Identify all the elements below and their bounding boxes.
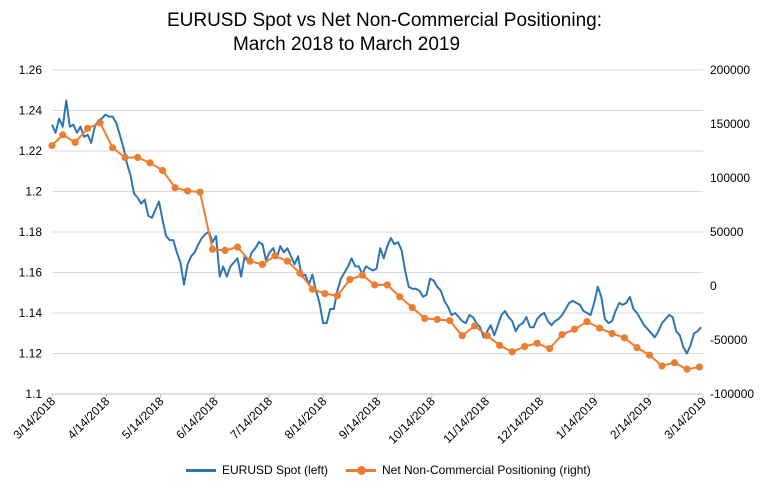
x-tick-label: 9/14/2018 xyxy=(336,394,384,442)
y-axis-left: 1.1 1.12 1.14 1.16 1.18 1.2 1.22 1.24 1.26 xyxy=(19,63,43,401)
positioning-point xyxy=(109,144,117,152)
positioning-point xyxy=(134,153,142,162)
positioning-point xyxy=(371,281,379,289)
y-left-tick-label: 1.2 xyxy=(25,185,42,199)
positioning-point xyxy=(408,304,416,312)
positioning-point xyxy=(496,341,504,349)
y-right-tick-label: -100000 xyxy=(710,387,754,401)
positioning-point xyxy=(558,331,566,339)
legend: EURUSD Spot (left) Net Non-Commercial Po… xyxy=(0,462,769,482)
positioning-point xyxy=(633,343,641,352)
positioning-point xyxy=(695,363,704,371)
legend-marker-positioning xyxy=(357,466,366,475)
positioning-point xyxy=(508,348,516,356)
positioning-point xyxy=(570,325,579,333)
positioning-point xyxy=(396,293,404,301)
positioning-point xyxy=(670,359,679,367)
y-left-tick-label: 1.18 xyxy=(19,225,43,239)
positioning-point xyxy=(96,119,104,127)
positioning-point xyxy=(208,245,217,253)
chart-title: EURUSD Spot vs Net Non-Commercial Positi… xyxy=(166,10,603,31)
x-tick-label: 3/14/2019 xyxy=(661,394,709,442)
y-right-tick-label: 0 xyxy=(710,279,717,293)
x-tick-label: 12/14/2018 xyxy=(494,394,547,447)
positioning-point xyxy=(533,339,541,347)
y-left-tick-label: 1.22 xyxy=(19,144,43,158)
y-left-tick-label: 1.16 xyxy=(19,266,43,280)
eurusd-spot-line xyxy=(51,99,702,355)
y-right-tick-label: 200000 xyxy=(710,63,750,77)
positioning-point xyxy=(620,334,629,342)
y-right-tick-label: 50000 xyxy=(710,225,744,239)
positioning-point xyxy=(271,252,279,260)
positioning-point xyxy=(471,322,479,330)
positioning-point xyxy=(483,332,491,340)
positioning-point xyxy=(121,153,129,162)
x-tick-label: 7/14/2018 xyxy=(227,394,275,442)
chart-subtitle: March 2018 to March 2019 xyxy=(232,34,461,55)
positioning-point xyxy=(59,131,67,139)
positioning-point xyxy=(296,269,304,277)
positioning-point xyxy=(321,289,329,298)
y-left-tick-label: 1.12 xyxy=(19,347,43,361)
x-tick-label: 2/14/2019 xyxy=(607,394,655,442)
x-axis: 3/14/2018 4/14/2018 5/14/2018 6/14/2018 7/14… xyxy=(10,393,709,447)
positioning-point xyxy=(233,243,242,251)
y-right-tick-label: 150000 xyxy=(710,117,750,131)
positioning-point xyxy=(221,246,229,254)
y-right-tick-label: 100000 xyxy=(710,171,750,185)
x-tick-label: 1/14/2019 xyxy=(553,394,601,442)
positioning-point xyxy=(171,184,179,192)
positioning-point xyxy=(71,138,79,146)
positioning-point xyxy=(658,362,666,370)
positioning-point xyxy=(48,142,56,150)
positioning-point xyxy=(446,316,454,325)
positioning-point xyxy=(608,329,616,338)
positioning-point xyxy=(433,315,441,324)
y-left-tick-label: 1.24 xyxy=(19,104,43,118)
x-tick-label: 11/14/2018 xyxy=(440,394,492,446)
positioning-point xyxy=(583,318,591,326)
positioning-point xyxy=(196,188,204,196)
positioning-point xyxy=(546,345,554,353)
positioning-point xyxy=(645,351,654,359)
positioning-point xyxy=(246,257,254,265)
x-tick-label: 3/14/2018 xyxy=(10,394,58,442)
positioning-point xyxy=(308,285,316,293)
positioning-point xyxy=(595,324,604,332)
positioning-point xyxy=(333,292,341,300)
x-tick-label: 4/14/2018 xyxy=(65,394,113,442)
y-right-tick-label: -50000 xyxy=(710,333,748,347)
y-left-tick-label: 1.1 xyxy=(25,387,42,401)
positioning-point xyxy=(383,281,391,289)
positioning-point xyxy=(146,159,154,167)
x-tick-label: 6/14/2018 xyxy=(173,394,221,442)
positioning-point xyxy=(358,271,366,279)
series-layer xyxy=(48,99,704,373)
positioning-point xyxy=(683,365,691,373)
positioning-point xyxy=(521,342,529,351)
legend-swatch-eurusd xyxy=(186,469,216,472)
positioning-point xyxy=(84,124,92,132)
positioning-point xyxy=(183,187,192,195)
positioning-point xyxy=(421,314,429,322)
x-tick-label: 5/14/2018 xyxy=(119,394,167,442)
positioning-point xyxy=(258,260,267,268)
positioning-point xyxy=(346,275,354,284)
legend-label-eurusd: EURUSD Spot (left) xyxy=(222,463,329,477)
positioning-point xyxy=(458,332,466,340)
x-tick-label: 8/14/2018 xyxy=(282,394,330,442)
y-left-tick-label: 1.14 xyxy=(19,306,43,320)
legend-label-positioning: Net Non-Commercial Positioning (right) xyxy=(382,463,591,477)
y-left-tick-label: 1.26 xyxy=(19,63,43,77)
positioning-point xyxy=(283,257,292,265)
x-tick-label: 10/14/2018 xyxy=(386,394,439,447)
y-axis-right: -100000 -50000 0 50000 100000 150000 200000 xyxy=(710,63,754,401)
positioning-point xyxy=(158,166,167,175)
gridlines xyxy=(52,69,703,395)
